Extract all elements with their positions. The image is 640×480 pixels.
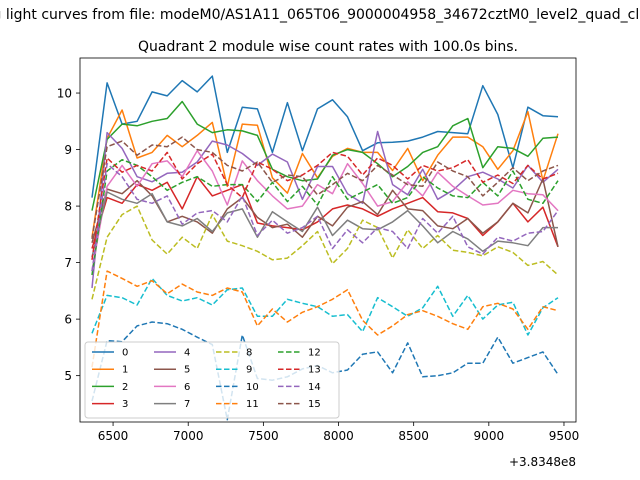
series-line-14: [91, 162, 559, 272]
x-tick-label: 9500: [549, 429, 580, 443]
legend-label: 9: [246, 365, 252, 376]
series-line-4: [91, 130, 559, 289]
legend-label: 5: [184, 365, 190, 376]
x-tick-label: 8000: [323, 429, 354, 443]
series-line-1: [91, 109, 559, 238]
series-line-2: [91, 100, 559, 211]
series-line-3: [91, 175, 559, 249]
legend-label: 1: [122, 365, 128, 376]
y-tick-label: 6: [64, 313, 72, 327]
series-line-15: [91, 136, 559, 240]
x-tick-label: 8500: [398, 429, 429, 443]
legend-label: 0: [122, 348, 128, 359]
series-line-0: [91, 75, 559, 198]
legend-label: 11: [246, 399, 259, 410]
legend-label: 4: [184, 348, 190, 359]
series-line-7: [91, 191, 558, 258]
x-tick-label: 6500: [98, 429, 129, 443]
legend-label: 10: [246, 382, 259, 393]
x-tick-label: 7000: [173, 429, 204, 443]
chart-title: Quadrant 2 module wise count rates with …: [138, 39, 518, 55]
x-offset-label: +3.8348e8: [509, 455, 576, 469]
legend-label: 13: [308, 365, 321, 376]
y-tick-label: 5: [64, 369, 72, 383]
series-line-6: [91, 149, 559, 272]
legend-box: [84, 341, 340, 419]
y-tick-label: 9: [64, 143, 72, 157]
legend-label: 6: [184, 382, 190, 393]
legend-label: 12: [308, 348, 321, 359]
legend-label: 8: [246, 348, 252, 359]
x-tick-label: 9000: [474, 429, 505, 443]
axes-frame: [79, 57, 577, 423]
legend-label: 15: [308, 399, 321, 410]
series-line-9: [91, 277, 559, 336]
figure-suptitle: Plotting light curves from file: modeM0/…: [0, 7, 640, 23]
legend-label: 3: [122, 399, 128, 410]
legend-label: 2: [122, 382, 128, 393]
series-line-13: [91, 151, 559, 260]
series-line-12: [91, 158, 559, 276]
legend-label: 14: [308, 382, 321, 393]
x-tick-label: 7500: [248, 429, 279, 443]
series-line-11: [91, 270, 559, 368]
series-line-8: [91, 205, 559, 300]
y-tick-label: 7: [64, 256, 72, 270]
y-tick-label: 8: [64, 200, 72, 214]
y-tick-label: 10: [57, 87, 72, 101]
legend-label: 7: [184, 399, 190, 410]
